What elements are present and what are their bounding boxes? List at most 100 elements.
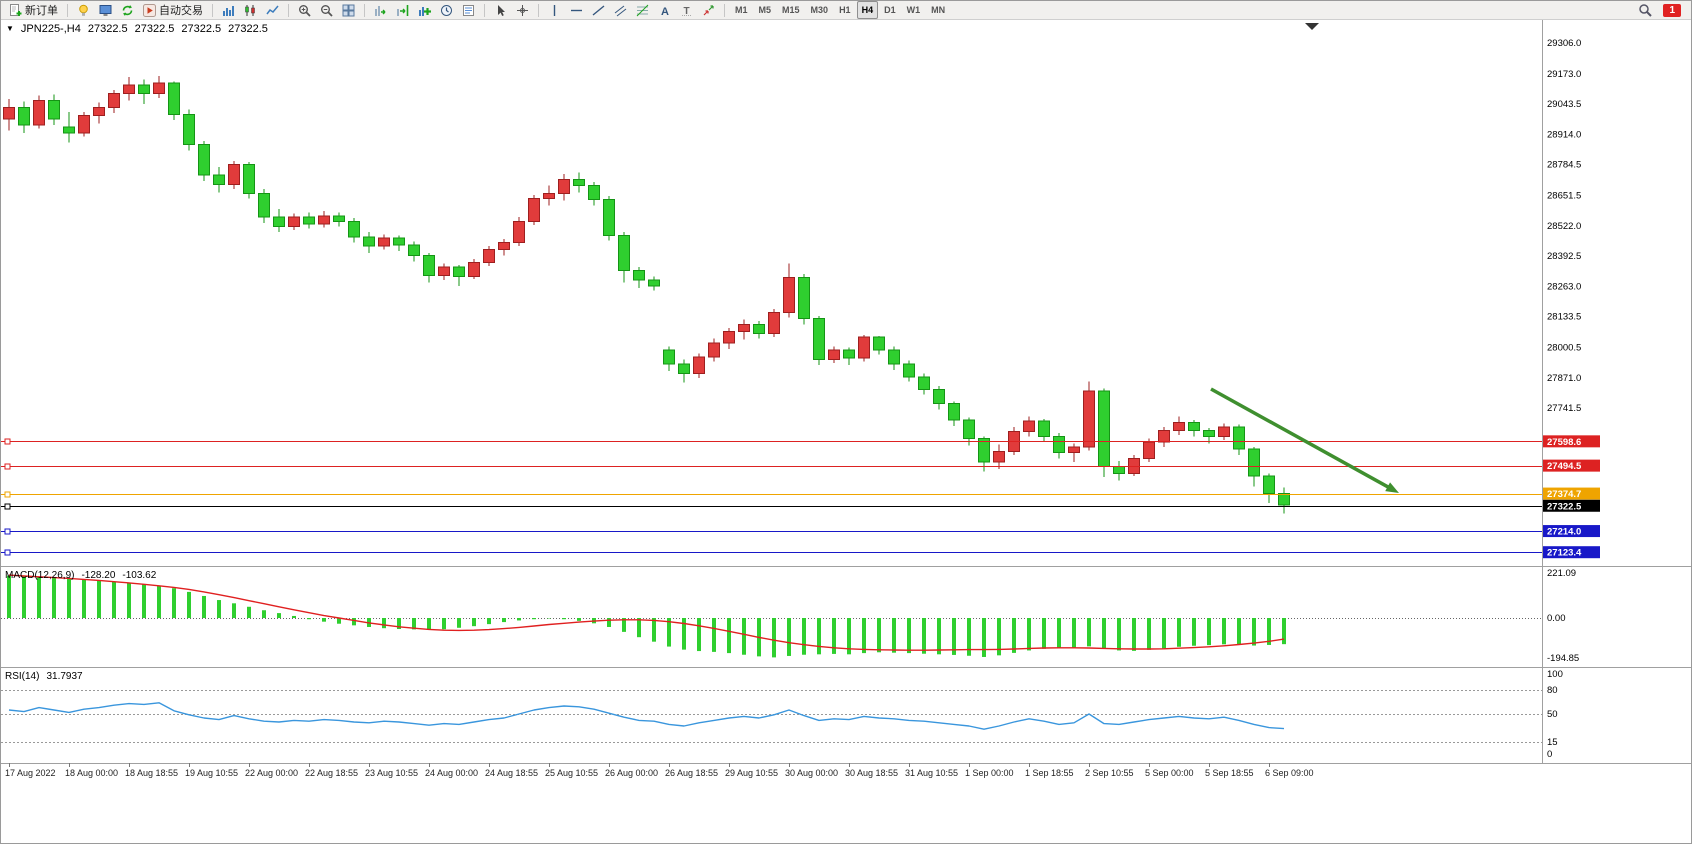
timeframe-h1[interactable]: H1 [834,1,856,19]
candle [798,277,810,320]
label-icon: T [680,4,693,17]
auto-scroll-icon [374,4,387,17]
line-handle[interactable] [4,528,11,535]
chart-background [1,19,1691,843]
toolbar-separator [67,3,68,17]
ohlc-low: 27322.5 [181,23,222,35]
autotrading-button[interactable]: 自动交易 [139,1,207,19]
trendline-button[interactable] [588,1,609,19]
trend-arrow[interactable] [1210,387,1399,494]
timeframe-h4[interactable]: H4 [856,1,879,19]
bar-chart-button[interactable] [218,1,239,19]
timeframe-m15-label: M15 [782,5,800,15]
chart-shift-marker[interactable] [1305,23,1319,30]
price-chart[interactable]: 29306.0 29173.0 29043.5 28914.0 28784.5 28651… [1,19,1692,844]
rsi-title: RSI(14) [5,671,40,682]
zoom-in-button[interactable] [294,1,315,19]
market-watch-icon[interactable] [95,1,116,19]
svg-text:30 Aug 00:00: 30 Aug 00:00 [785,768,838,778]
candle [573,179,585,187]
svg-text:30 Aug 18:55: 30 Aug 18:55 [845,768,898,778]
line-handle[interactable] [4,438,11,445]
templates-icon [462,4,475,17]
candle [873,336,885,351]
price-axis: 29306.0 29173.0 29043.5 28914.0 28784.5 28651… [1547,38,1581,414]
ohlc-high: 27322.5 [134,23,175,35]
svg-text:28263.0: 28263.0 [1547,281,1581,292]
candle [153,82,165,94]
svg-text:27871.0: 27871.0 [1547,373,1581,384]
macd-signal-line [8,574,1285,651]
toolbar-separator [724,3,725,17]
timeframe-m15[interactable]: M15 [777,1,805,19]
candlestick-chart-icon [244,4,257,17]
ohlc-open: 27322.5 [87,23,128,35]
arrows-button[interactable] [698,1,719,19]
horizontal-line-button[interactable] [566,1,587,19]
refresh-icon-icon [121,4,134,17]
text-button[interactable]: A [654,1,675,19]
candle [93,106,105,117]
candle [138,84,150,94]
timeframe-mn[interactable]: MN [926,1,950,19]
label-button[interactable]: T [676,1,697,19]
svg-text:31 Aug 10:55: 31 Aug 10:55 [905,768,958,778]
candle [333,215,345,223]
line-handle[interactable] [4,549,11,556]
candle [423,255,435,276]
svg-text:221.09: 221.09 [1547,568,1576,579]
candlestick-chart-button[interactable] [240,1,261,19]
cursor-button[interactable] [490,1,511,19]
svg-text:19 Aug 10:55: 19 Aug 10:55 [185,768,238,778]
candle [1233,426,1245,450]
candle [363,236,375,247]
vertical-line-button[interactable] [544,1,565,19]
candle [618,235,630,272]
svg-text:28392.5: 28392.5 [1547,251,1581,262]
tile-windows-button[interactable] [338,1,359,19]
timeframe-w1[interactable]: W1 [902,1,926,19]
candle [288,216,300,227]
svg-text:26 Aug 18:55: 26 Aug 18:55 [665,768,718,778]
periods-icon [440,4,453,17]
search-button[interactable] [1634,1,1656,19]
line-handle[interactable] [4,491,11,498]
line-chart-icon [266,4,279,17]
indicators-icon [418,4,431,17]
candle [168,82,180,115]
metaeditor-icon[interactable] [73,1,94,19]
notification-badge[interactable]: 1 [1663,3,1681,17]
candle [1218,426,1230,437]
line-handle[interactable] [4,463,11,470]
svg-text:1 Sep 00:00: 1 Sep 00:00 [965,768,1014,778]
candle [438,266,450,276]
templates-button[interactable] [458,1,479,19]
auto-scroll-button[interactable] [370,1,391,19]
candle [453,266,465,278]
timeframe-d1-label: D1 [884,5,896,15]
line-handle[interactable] [4,503,11,510]
timeframe-m1[interactable]: M1 [730,1,753,19]
candle [558,179,570,195]
zoom-out-button[interactable] [316,1,337,19]
new-order-button[interactable]: 新订单 [5,1,62,19]
refresh-icon[interactable] [117,1,138,19]
crosshair-button[interactable] [512,1,533,19]
line-chart-button[interactable] [262,1,283,19]
timeframe-m5[interactable]: M5 [754,1,777,19]
chart-shift-button[interactable] [392,1,413,19]
ohlc-close: 27322.5 [228,23,268,35]
candle [468,262,480,278]
chart-symbol-period: JPN225-,H4 [20,23,81,35]
one-click-trading-toggle[interactable]: ▼ [6,24,14,33]
indicators-button[interactable] [414,1,435,19]
channel-button[interactable] [610,1,631,19]
autotrading-button-label: 自动交易 [159,5,203,17]
price-tag [1543,435,1600,448]
macd-value-main: -128.20 [81,570,116,581]
timeframe-m30[interactable]: M30 [806,1,834,19]
timeframe-d1[interactable]: D1 [879,1,901,19]
panel-separators [1,19,1691,764]
fibonacci-button[interactable] [632,1,653,19]
periods-button[interactable] [436,1,457,19]
